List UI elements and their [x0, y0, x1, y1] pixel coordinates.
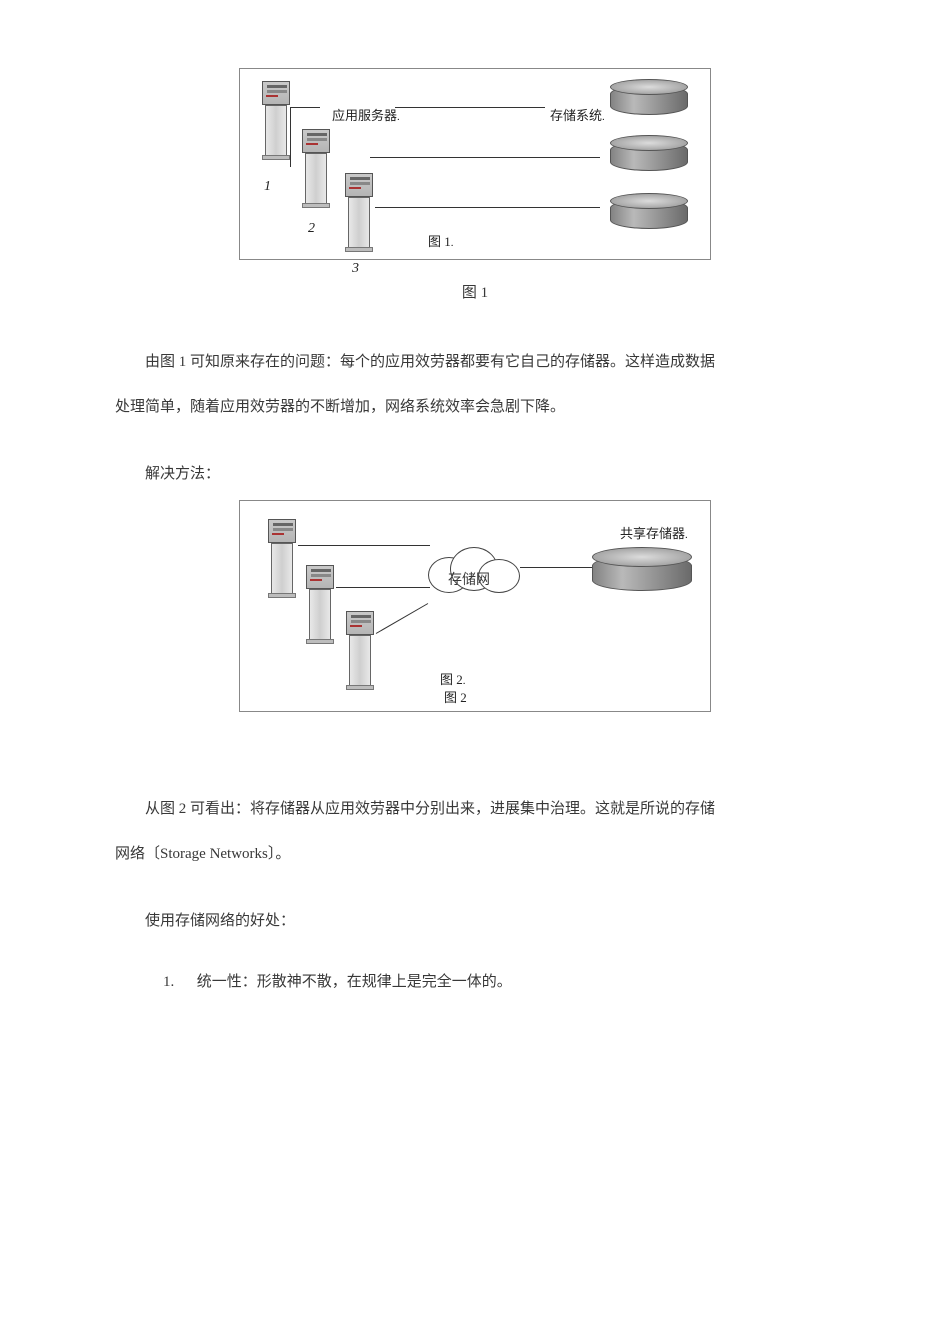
connector-line	[290, 107, 320, 108]
figure1-caption: 图 1	[115, 274, 835, 313]
storage-icon	[610, 193, 688, 231]
figure-2: 存储网 共享存储器. 图 2. 图 2	[239, 500, 711, 712]
server-number: 1	[264, 169, 271, 205]
connector-line	[370, 157, 600, 158]
server-icon	[346, 611, 374, 687]
server-icon	[306, 565, 334, 641]
server-icon	[302, 129, 330, 205]
paragraph-2: 从图 2 可看出：将存储器从应用效劳器中分别出来，进展集中治理。这就是所说的存储	[115, 790, 835, 829]
cloud-label: 存储网	[448, 563, 490, 599]
connector-line	[298, 545, 430, 546]
document-page: 1 2 3 应用服务器. 存储系统. 图 1. 图 1 由图 1 可知原来存在的…	[0, 0, 950, 1344]
connector-line	[375, 207, 600, 208]
server-icon	[345, 173, 373, 249]
benefits-heading: 使用存储网络的好处：	[115, 902, 835, 941]
connector-line	[395, 107, 545, 108]
connector-line	[336, 587, 430, 588]
storage-icon	[610, 79, 688, 117]
paragraph-2b: 网络〔Storage Networks〕。	[115, 835, 835, 874]
server-number: 3	[352, 251, 359, 287]
paragraph-1b: 处理简单，随着应用效劳器的不断增加，网络系统效率会急剧下降。	[115, 388, 835, 427]
benefit-text: 统一性：形散神不散，在规律上是完全一体的。	[197, 974, 512, 990]
figure-1: 1 2 3 应用服务器. 存储系统. 图 1.	[239, 68, 711, 260]
server-number: 2	[308, 211, 315, 247]
server-icon	[268, 519, 296, 595]
storage-icon	[610, 135, 688, 173]
benefits-list: 1. 统一性：形散神不散，在规律上是完全一体的。	[115, 963, 835, 1002]
paragraph-1: 由图 1 可知原来存在的问题：每个的应用效劳器都要有它自己的存储器。这样造成数据	[115, 343, 835, 382]
cloud-icon: 存储网	[428, 547, 520, 597]
connector-line	[376, 603, 428, 634]
figure2-right-label: 共享存储器.	[620, 517, 688, 551]
figure1-right-label: 存储系统.	[550, 99, 605, 133]
shared-storage-icon	[592, 547, 692, 593]
figure1-left-label: 应用服务器.	[332, 99, 400, 133]
figure2-inner-caption2: 图 2	[444, 681, 467, 715]
benefit-number: 1.	[163, 963, 193, 1002]
solution-heading: 解决方法：	[115, 455, 835, 494]
benefit-item: 1. 统一性：形散神不散，在规律上是完全一体的。	[163, 963, 835, 1002]
figure1-inner-caption: 图 1.	[428, 225, 454, 259]
server-icon	[262, 81, 290, 157]
connector-line	[520, 567, 592, 568]
connector-line	[290, 107, 291, 167]
